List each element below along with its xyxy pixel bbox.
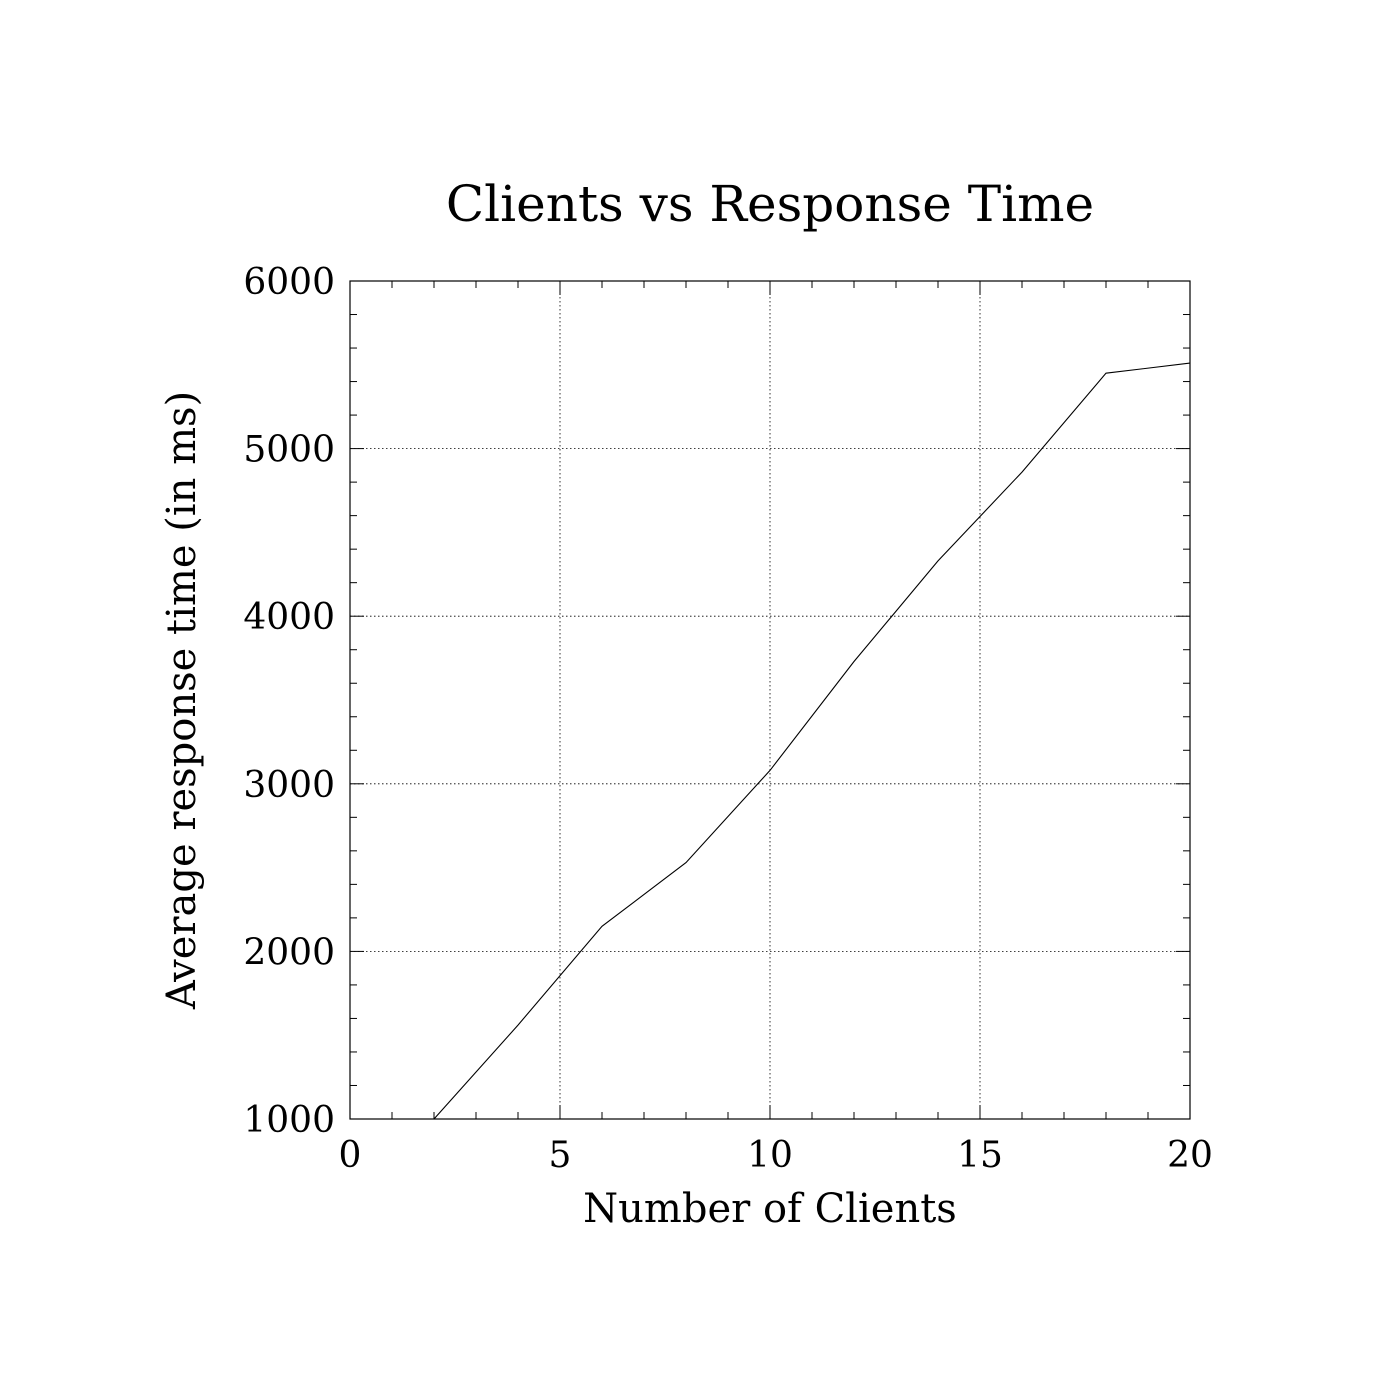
y-axis-label: Average response time (in ms) (159, 391, 205, 1010)
series-layer (433, 362, 1191, 1120)
y-tick-labels: 1000 2000 3000 4000 5000 6000 (243, 262, 335, 1141)
gridlines (350, 281, 1190, 1119)
y-tick-label: 2000 (243, 932, 335, 973)
plot-frame (349, 280, 1191, 1120)
series-line-0 (433, 362, 1191, 1120)
x-tick-labels: 0 5 10 15 20 (339, 1135, 1213, 1176)
y-tick-label: 3000 (243, 765, 335, 806)
y-tick-label: 5000 (243, 430, 335, 471)
y-tick-label: 6000 (243, 262, 335, 303)
chart-title: Clients vs Response Time (446, 175, 1094, 233)
x-tick-label: 5 (549, 1135, 572, 1176)
y-tick-label: 4000 (243, 597, 335, 638)
x-axis-label: Number of Clients (583, 1186, 957, 1232)
x-tick-label: 0 (339, 1135, 362, 1176)
x-tick-label: 15 (957, 1135, 1003, 1176)
y-tick-label: 1000 (243, 1100, 335, 1141)
x-tick-label: 20 (1167, 1135, 1213, 1176)
x-tick-label: 10 (747, 1135, 793, 1176)
